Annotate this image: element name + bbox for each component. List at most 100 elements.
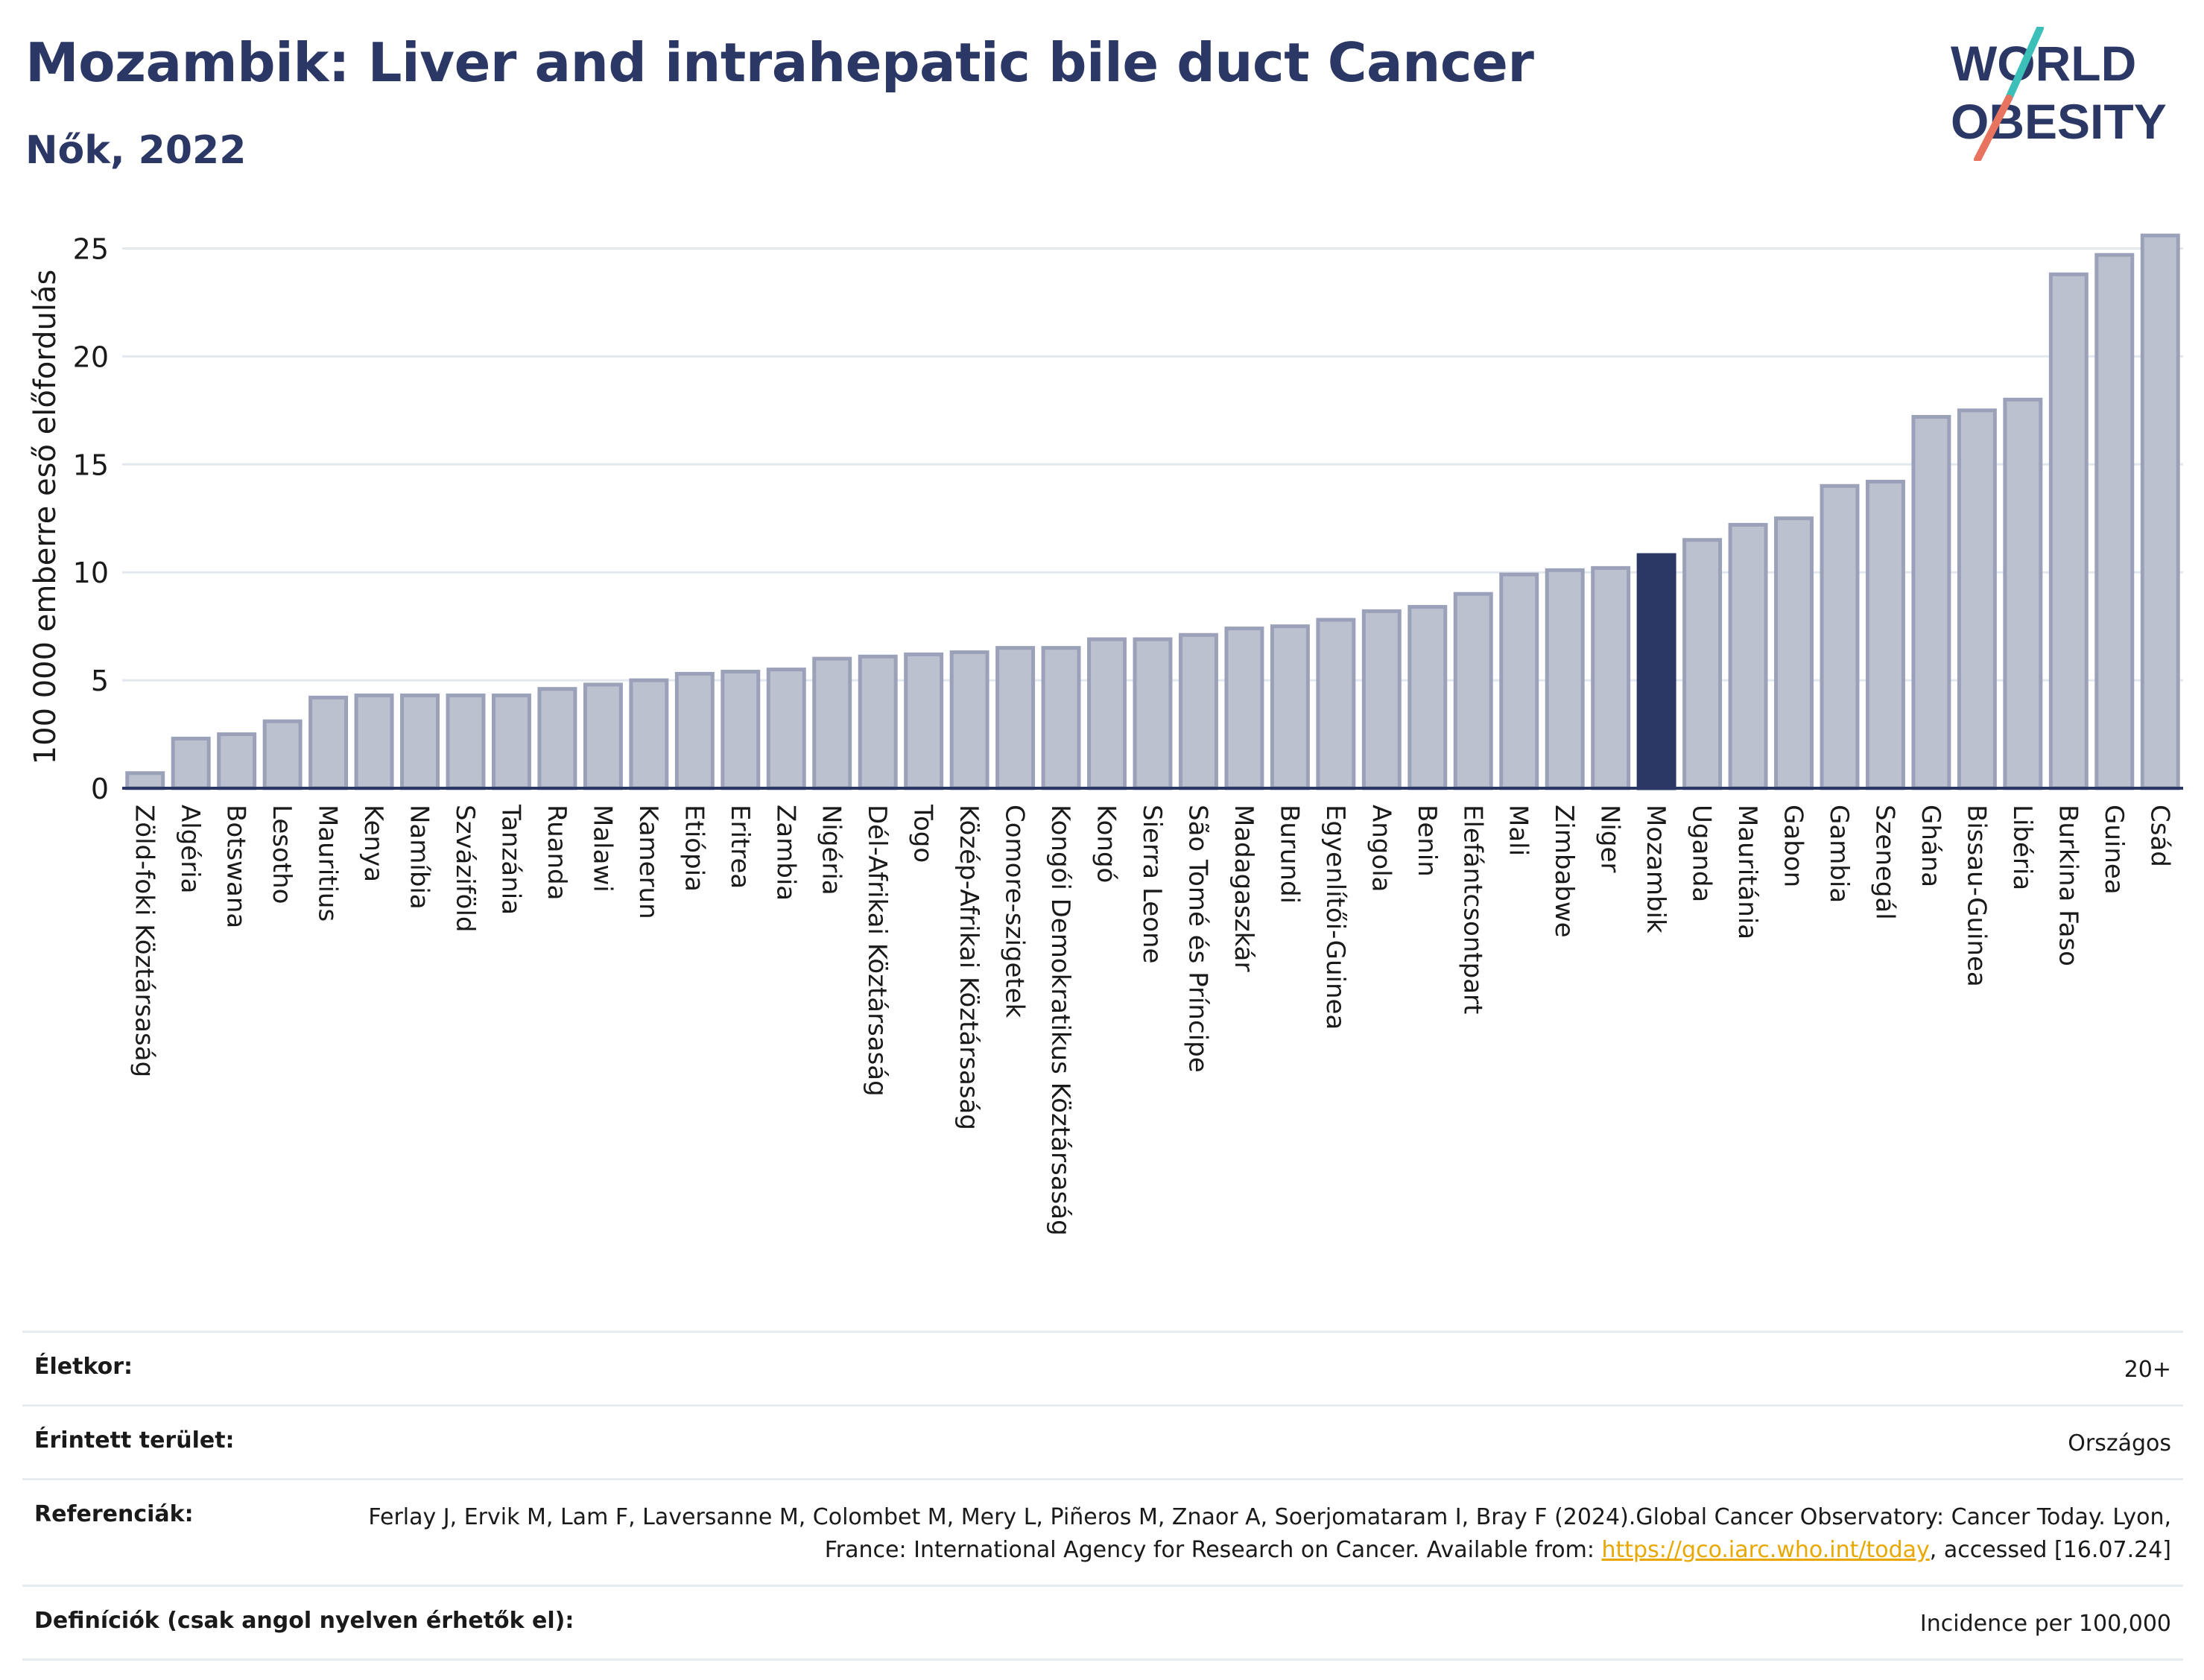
bar xyxy=(1087,637,1127,790)
bar xyxy=(1545,568,1585,790)
x-tick-label: Lesotho xyxy=(267,805,297,904)
bar xyxy=(1499,572,1539,790)
chart-title: Mozambik: Liver and intrahepatic bile du… xyxy=(25,31,1534,94)
x-tick-label: Egyenlítői-Guinea xyxy=(1320,805,1350,1030)
bar xyxy=(1911,415,1951,790)
bar xyxy=(766,668,806,790)
age-value: 20+ xyxy=(2124,1357,2171,1383)
bar xyxy=(1820,484,1860,790)
logo-text-world: WORLD xyxy=(1951,36,2136,91)
bar xyxy=(1407,605,1448,790)
bar xyxy=(674,671,715,790)
bar xyxy=(1270,624,1310,790)
x-tick-label: Szenegál xyxy=(1869,805,1899,920)
references-label: Referenciák: xyxy=(34,1501,194,1527)
x-tick-label: Algéria xyxy=(175,805,205,893)
x-tick-label: Ghána xyxy=(1916,805,1945,887)
x-tick-label: Etiópia xyxy=(679,805,709,892)
x-tick-label: Burundi xyxy=(1274,805,1304,904)
x-tick-label: Tanzánia xyxy=(495,804,525,915)
bar xyxy=(721,670,761,790)
info-row-age: Életkor: 20+ xyxy=(22,1331,2183,1404)
bar xyxy=(125,771,165,790)
bar xyxy=(2048,272,2089,790)
x-tick-label: Namíbia xyxy=(405,805,434,910)
x-tick-label: Madagaszkár xyxy=(1229,805,1258,971)
x-tick-label: Eritrea xyxy=(725,805,755,889)
x-tick-label: Comore-szigetek xyxy=(1000,805,1030,1018)
bar xyxy=(2094,253,2135,790)
x-tick-label: Közép-Afrikai Köztársaság xyxy=(954,805,984,1130)
bar-highlighted xyxy=(1636,553,1676,790)
bar xyxy=(2140,233,2180,790)
bar xyxy=(262,719,303,790)
x-tick-label: Niger xyxy=(1595,805,1625,872)
x-tick-label: Zöld-foki Köztársaság xyxy=(130,805,159,1077)
x-tick-label: São Tomé és Príncipe xyxy=(1182,805,1212,1073)
bar xyxy=(354,693,394,790)
x-tick-label: Dél-Afrikai Köztársaság xyxy=(862,805,892,1097)
x-tick-label: Zimbabwe xyxy=(1549,805,1579,938)
bar xyxy=(2003,397,2043,790)
bar xyxy=(812,656,852,790)
bar xyxy=(1361,609,1402,790)
x-tick-label: Benin xyxy=(1412,805,1442,877)
x-tick-label: Libéria xyxy=(2007,805,2037,890)
reference-text: Ferlay J, Ervik M, Lam F, Laversanne M, … xyxy=(368,1504,2171,1563)
bar xyxy=(171,736,211,790)
bar xyxy=(949,650,989,790)
info-row-references: Referenciák: Ferlay J, Ervik M, Lam F, L… xyxy=(22,1478,2183,1585)
bar xyxy=(1774,516,1814,790)
bar xyxy=(583,682,623,790)
y-tick-label: 5 xyxy=(91,665,109,697)
bar-chart: 0 5 10 15 20 25 100 000 emberre eső előfordulá… xyxy=(28,232,2183,1236)
bar xyxy=(629,678,669,790)
x-tick-label: Csád xyxy=(2144,805,2174,867)
x-tick-label: Mauritánia xyxy=(1732,805,1762,939)
x-tick-label: Uganda xyxy=(1687,805,1717,902)
bar xyxy=(1591,565,1631,790)
bar xyxy=(1178,633,1218,790)
bar xyxy=(858,654,898,790)
info-table: Életkor: 20+ Érintett terület: Országos … xyxy=(22,1331,2183,1661)
x-tick-label: Kongói Demokratikus Köztársaság xyxy=(1045,805,1075,1236)
x-tick-label: Mauritius xyxy=(313,805,343,922)
x-tick-label: Angola xyxy=(1366,805,1396,892)
bar xyxy=(1133,637,1173,790)
bar xyxy=(491,693,531,790)
definitions-label: Definíciók (csak angol nyelven érhetők e… xyxy=(34,1608,574,1634)
area-label: Érintett terület: xyxy=(34,1427,235,1454)
x-tick-label: Nigéria xyxy=(817,805,846,896)
bar xyxy=(400,693,440,790)
bar xyxy=(217,732,257,790)
area-value: Országos xyxy=(2068,1430,2171,1456)
logo-slash-teal xyxy=(2005,27,2044,102)
x-tick-label: Gambia xyxy=(1824,805,1854,903)
age-label: Életkor: xyxy=(34,1354,133,1380)
x-tick-label: Gabon xyxy=(1779,805,1808,887)
bar xyxy=(537,687,577,790)
x-tick-label: Kamerun xyxy=(633,805,663,919)
info-row-definitions: Definíciók (csak angol nyelven érhetők e… xyxy=(22,1585,2183,1661)
y-axis-label: 100 000 emberre eső előfordulás xyxy=(28,270,63,765)
bar xyxy=(1865,479,1905,790)
x-tick-label: Guinea xyxy=(2099,805,2129,895)
x-tick-label: Malawi xyxy=(587,805,617,893)
bar xyxy=(1224,627,1264,790)
x-tick-label: Togo xyxy=(908,804,938,863)
reference-link[interactable]: https://gco.iarc.who.int/today xyxy=(1601,1537,1930,1563)
x-tick-label: Mozambik xyxy=(1641,805,1671,933)
bar xyxy=(1682,538,1723,790)
y-tick-label: 25 xyxy=(73,232,109,265)
y-tick-label: 0 xyxy=(91,773,109,805)
x-tick-label: Kenya xyxy=(358,805,388,882)
x-tick-label: Botswana xyxy=(221,805,251,928)
bar xyxy=(1316,618,1356,790)
chart-subtitle: Nők, 2022 xyxy=(25,128,247,173)
bar xyxy=(904,652,944,790)
references-value: Ferlay J, Ervik M, Lam F, Laversanne M, … xyxy=(346,1501,2171,1567)
x-tick-label: Ruanda xyxy=(542,805,571,900)
bar xyxy=(1957,408,1997,790)
x-tick-label: Zambia xyxy=(770,805,800,901)
bar xyxy=(1041,646,1081,790)
